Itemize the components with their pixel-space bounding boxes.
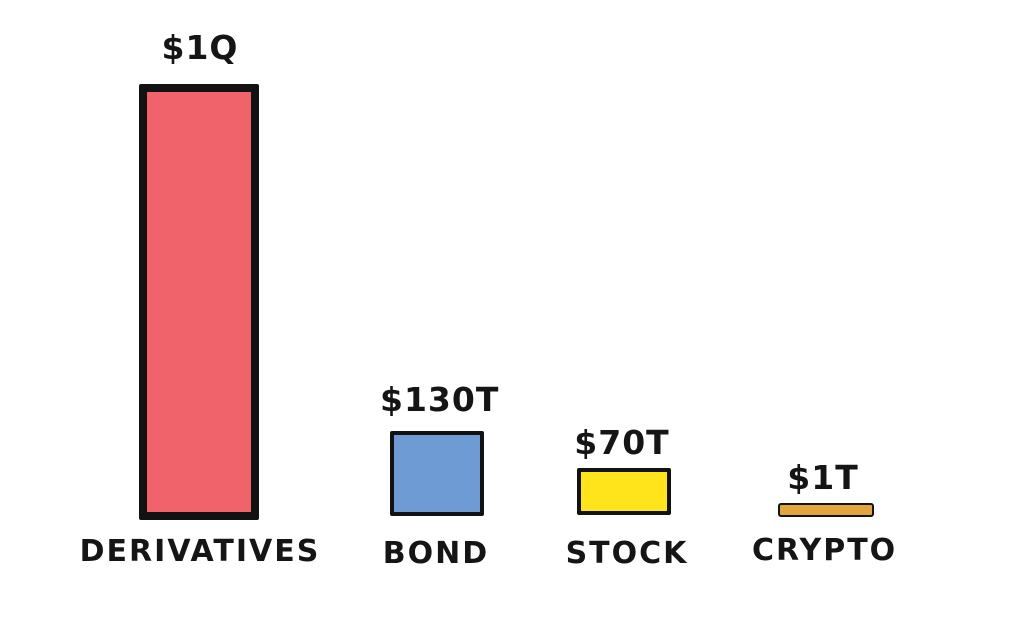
category-label-crypto: CRYPTO <box>752 533 898 568</box>
category-label-bond: BOND <box>382 536 490 571</box>
value-label-stock: $70T <box>574 423 670 462</box>
value-label-crypto: $1T <box>787 458 859 497</box>
value-label-bond: $130T <box>380 380 500 419</box>
value-label-derivatives: $1Q <box>161 28 239 67</box>
bar-stock <box>577 468 671 515</box>
category-label-stock: STOCK <box>565 536 689 571</box>
bar-bond <box>390 431 484 516</box>
bar-crypto <box>778 503 874 517</box>
category-label-derivatives: DERIVATIVES <box>79 534 321 569</box>
bar-derivatives <box>139 84 259 520</box>
